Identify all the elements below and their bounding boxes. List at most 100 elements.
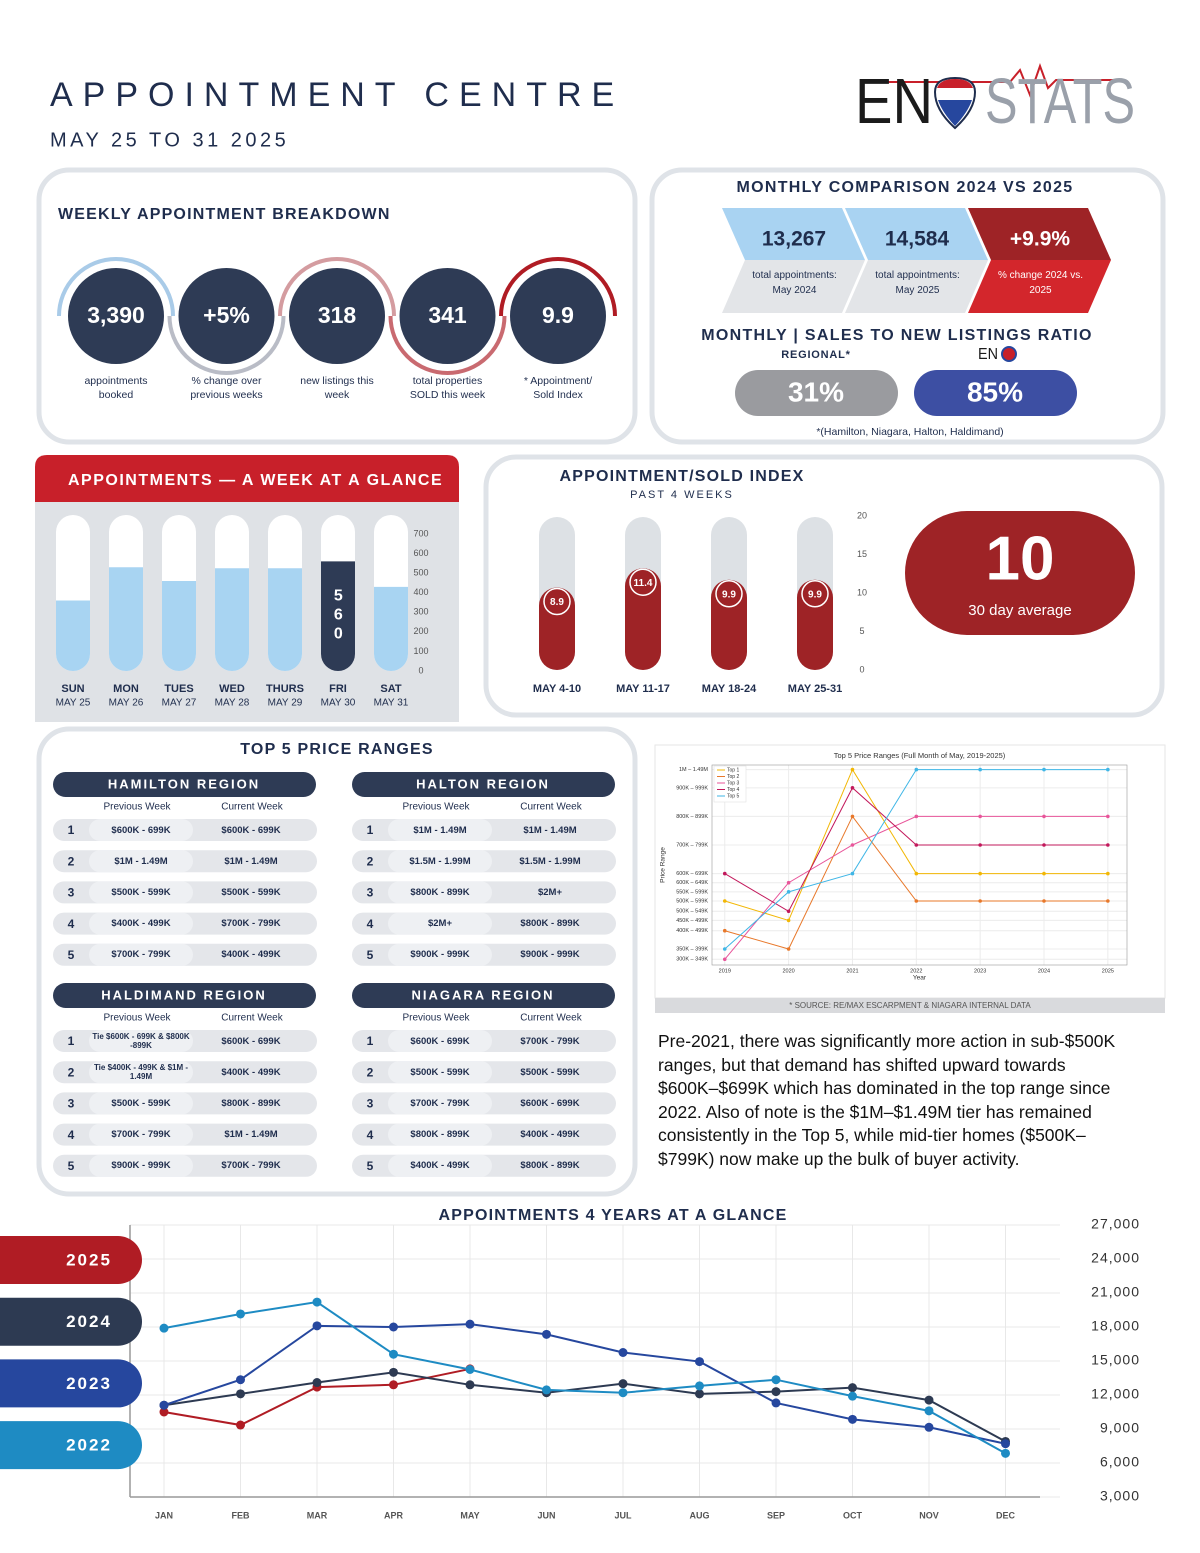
region-name: HAMILTON REGION — [108, 776, 260, 791]
price-range: $700K - 799K — [111, 949, 171, 961]
point — [786, 918, 791, 923]
legend-label: Top 2 — [727, 774, 739, 780]
footnote: *(Hamilton, Niagara, Halton, Haldimand) — [816, 426, 1003, 438]
point — [465, 1365, 475, 1374]
logo-text: STATS — [985, 65, 1135, 137]
row-cell — [388, 943, 492, 966]
y-tick-label: 6,000 — [1100, 1454, 1140, 1470]
y-tick-label: 700 — [413, 528, 428, 538]
point — [850, 767, 855, 772]
y-tick-label: 700K – 799K — [676, 842, 708, 848]
y-tick-label: 500K – 549K — [676, 909, 708, 915]
price-range: $600K - 699K — [221, 824, 281, 836]
price-range: $2M+ — [537, 886, 563, 898]
row-cell — [388, 1092, 492, 1115]
ring-arc — [167, 315, 286, 375]
row-cell — [388, 1030, 492, 1052]
point — [924, 1422, 934, 1432]
stat-value: 9.9 — [542, 302, 574, 328]
value-badge — [801, 580, 829, 608]
point — [1042, 871, 1046, 876]
region-header — [352, 772, 615, 797]
point — [722, 899, 727, 903]
point — [389, 1380, 398, 1390]
stat-value: 318 — [318, 302, 357, 328]
x-tick-label: FEB — [232, 1510, 251, 1520]
section-title: MONTHLY | SALES TO NEW LISTINGS RATIO — [701, 327, 1093, 344]
legend-pill — [0, 1421, 142, 1470]
x-tick-label: SAT — [380, 683, 401, 695]
chart-title: APPOINTMENTS — A WEEK AT A GLANCE — [68, 472, 443, 489]
x-tick-label: WED — [219, 683, 245, 695]
point — [850, 843, 855, 847]
point — [695, 1357, 704, 1367]
section-title: WEEKLY APPOINTMENT BREAKDOWN — [58, 206, 391, 223]
rank: 4 — [68, 1128, 75, 1142]
point — [914, 899, 919, 903]
stat-label: appointments booked — [84, 375, 148, 401]
bar — [162, 580, 196, 671]
value-badge — [715, 580, 743, 608]
x-tick-label: THURS — [266, 683, 304, 695]
point — [236, 1420, 245, 1430]
x-tick-sublabel: MAY 30 — [321, 698, 356, 709]
y-tick-label: 24,000 — [1091, 1250, 1140, 1266]
y-tick-label: 3,000 — [1100, 1488, 1140, 1504]
chart-subtitle: PAST 4 WEEKS — [630, 489, 734, 501]
price-range: $1.5M - 1.99M — [519, 855, 581, 867]
bar-value-label: 8.9 — [550, 597, 564, 608]
y-tick-label: 800K – 899K — [676, 814, 708, 820]
chevron-bottom — [722, 260, 865, 313]
point — [312, 1378, 322, 1388]
row-cell — [388, 881, 492, 904]
point — [618, 1348, 628, 1357]
y-tick-label: 900K – 999K — [676, 785, 708, 791]
region-name: HALTON REGION — [416, 776, 550, 791]
y-tick-label: 400K – 499K — [676, 928, 708, 934]
price-range: $700K - 799K — [520, 1035, 580, 1047]
row-cell — [388, 1154, 492, 1177]
x-tick-label: 2024 — [1038, 968, 1050, 974]
y-tick-label: 15 — [857, 549, 867, 559]
bar — [215, 568, 249, 671]
rank: 5 — [68, 948, 75, 962]
y-tick-label: 21,000 — [1091, 1284, 1140, 1300]
price-range: $800K - 899K — [520, 1160, 580, 1172]
logo-small: EN — [978, 346, 998, 363]
y-tick-label: 15,000 — [1091, 1352, 1140, 1368]
rank: 3 — [367, 886, 374, 900]
point — [159, 1400, 169, 1410]
row-cell — [89, 850, 193, 873]
page-subtitle: MAY 25 TO 31 2025 — [50, 129, 289, 151]
y-tick-label: 600K – 649K — [676, 880, 708, 886]
x-tick-label: MAY 4-10 — [533, 683, 581, 695]
rank: 3 — [367, 1097, 374, 1111]
section-title: MONTHLY COMPARISON 2024 VS 2025 — [737, 179, 1074, 196]
point — [850, 814, 855, 819]
x-tick-label: SUN — [61, 683, 84, 695]
legend-label: Top 4 — [727, 787, 739, 793]
average-value: 10 — [986, 524, 1055, 593]
rank: 5 — [367, 1159, 374, 1173]
bar-value-label: 560 — [330, 588, 347, 645]
column-header: Previous Week — [402, 802, 470, 813]
rank: 5 — [68, 1159, 75, 1173]
panel-header — [35, 455, 459, 502]
bar — [625, 568, 661, 670]
x-tick-label: 2025 — [1102, 968, 1114, 974]
point — [618, 1388, 628, 1398]
source-bar — [655, 998, 1165, 1013]
row-cell — [89, 1123, 193, 1146]
legend-label: 2023 — [66, 1374, 112, 1393]
point — [1042, 899, 1046, 903]
price-range: $2M+ — [427, 918, 453, 930]
point — [914, 814, 919, 819]
y-tick-label: 500 — [413, 568, 428, 578]
column-header: Current Week — [520, 1013, 583, 1024]
rank: 2 — [367, 1065, 374, 1079]
rank: 2 — [68, 854, 75, 868]
x-tick-label: 2022 — [910, 968, 922, 974]
commentary: Pre-2021, there was significantly more a… — [658, 1031, 1116, 1169]
rank: 3 — [68, 886, 75, 900]
point — [722, 928, 727, 933]
